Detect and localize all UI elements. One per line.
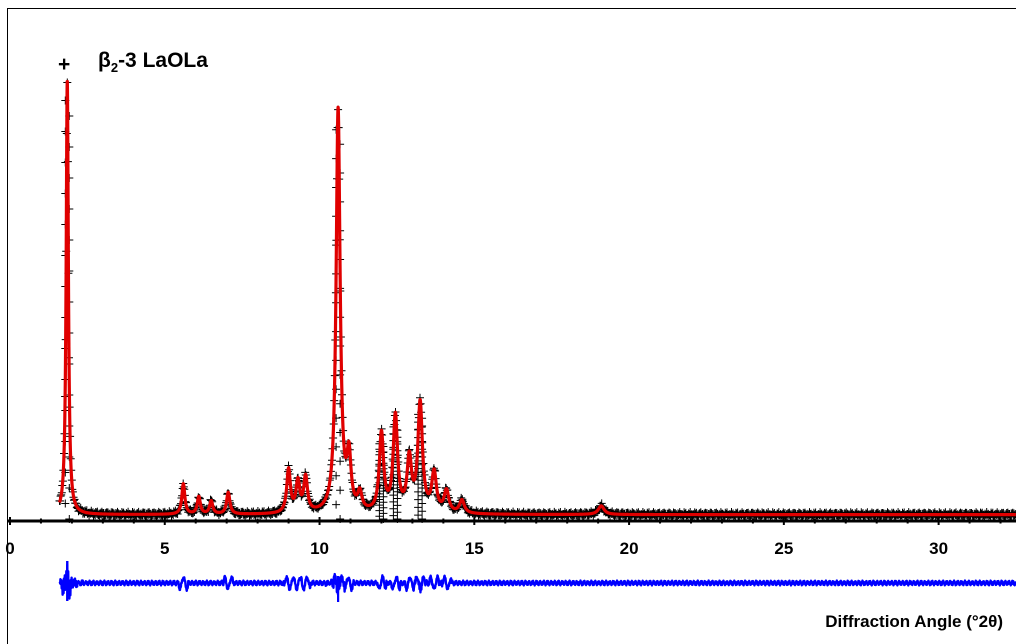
x-axis: 0 5 10 15 20 25 30 [5, 517, 1016, 558]
x-tick-label: 15 [465, 539, 484, 558]
x-tick-label: 0 [5, 539, 14, 558]
legend-label-rest: -3 LaOLa [118, 49, 208, 72]
x-tick-label: 5 [160, 539, 169, 558]
difference-line [58, 563, 1016, 600]
calculated-line [58, 79, 1016, 517]
observed-markers [55, 78, 1016, 523]
legend-marker: + [58, 53, 70, 76]
observed-points [55, 78, 1016, 523]
calculated-trace [58, 79, 1016, 517]
x-tick-label: 30 [929, 539, 948, 558]
legend-label-main: β [98, 49, 111, 72]
legend-label-sub: 2 [111, 60, 118, 75]
difference-trace [58, 561, 1016, 602]
legend: + β2-3 LaOLa [58, 49, 208, 76]
x-tick-label: 20 [620, 539, 639, 558]
x-tick-label: 25 [774, 539, 793, 558]
legend-label: β2-3 LaOLa [98, 49, 208, 75]
plot-frame [7, 8, 1016, 644]
x-tick-label: 10 [310, 539, 329, 558]
x-axis-label: Diffraction Angle (°2θ) [825, 612, 1003, 631]
